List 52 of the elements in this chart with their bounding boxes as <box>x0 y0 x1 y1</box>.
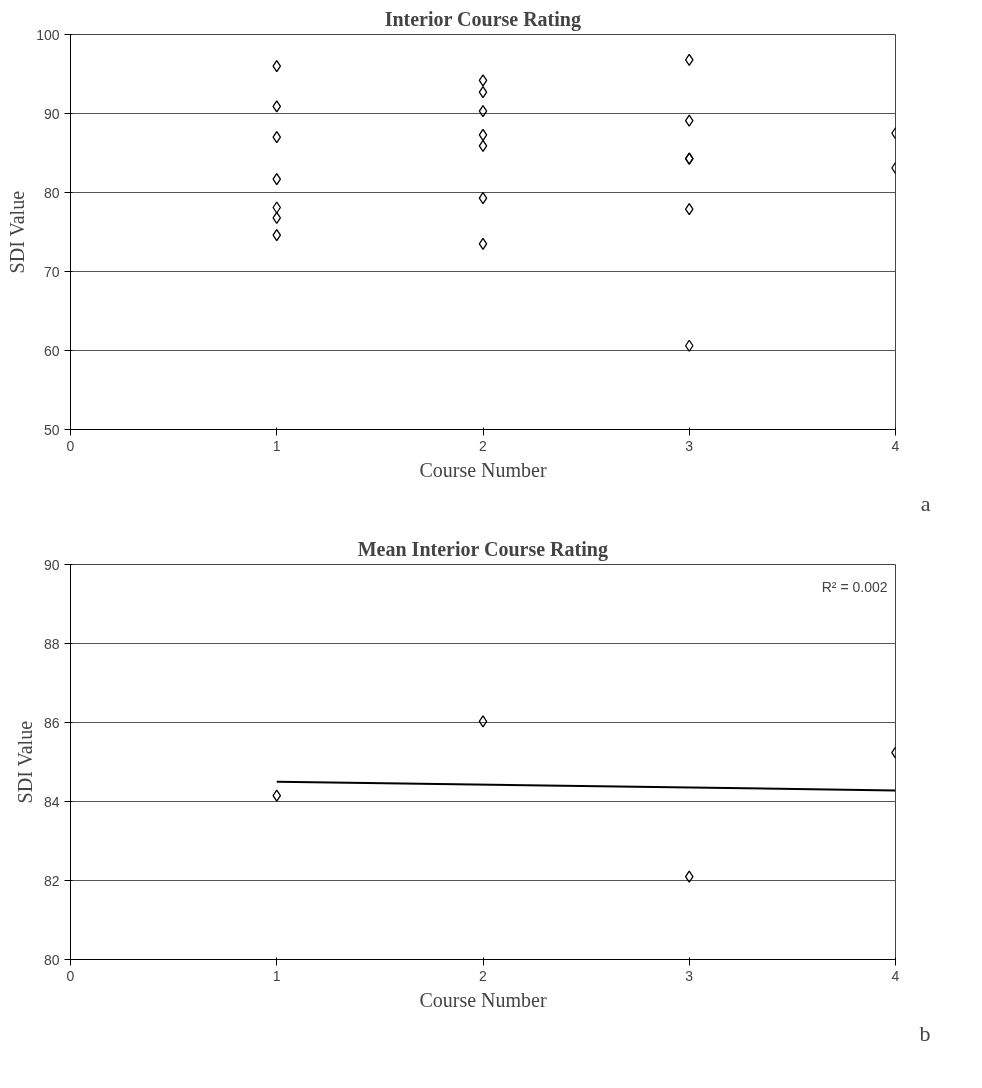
point <box>478 86 488 99</box>
chart-title: Interior Course Rating <box>384 7 581 31</box>
annotation: R² = 0.002 <box>821 578 888 595</box>
point <box>272 201 282 214</box>
point <box>272 172 282 186</box>
point <box>478 139 488 153</box>
y-tick-label: 60 <box>43 342 60 359</box>
x-tick-label: 0 <box>66 967 75 984</box>
point <box>684 53 694 66</box>
point <box>272 131 282 144</box>
y-tick-label: 80 <box>43 184 60 201</box>
y-tick-label: 100 <box>36 26 60 43</box>
x-tick-label: 3 <box>685 967 694 984</box>
point <box>684 202 694 216</box>
y-tick-label: 90 <box>43 556 60 573</box>
x-tick-label: 0 <box>66 437 75 454</box>
text: a <box>920 490 931 516</box>
point <box>478 237 488 250</box>
point <box>684 114 694 127</box>
x-axis-title: Course Number <box>419 988 547 1011</box>
point <box>272 100 282 113</box>
x-axis-title: Course Number <box>419 458 547 481</box>
y-tick-label: 70 <box>43 263 60 280</box>
point <box>478 715 488 728</box>
point <box>478 128 488 141</box>
x-tick-label: 4 <box>891 967 900 984</box>
x-tick-label: 1 <box>272 967 281 984</box>
point <box>272 229 282 242</box>
point <box>684 339 694 352</box>
y-tick-label: 90 <box>43 105 60 122</box>
y-axis-title: SDI Value <box>13 720 36 804</box>
x-tick-label: 2 <box>479 437 488 454</box>
point <box>478 74 488 87</box>
point <box>272 59 282 73</box>
chart-title: Mean Interior Course Rating <box>357 537 608 561</box>
x-tick-label: 4 <box>891 437 900 454</box>
y-tick-label: 80 <box>43 951 60 968</box>
point <box>272 211 282 224</box>
point <box>684 870 694 883</box>
y-tick-label: 82 <box>43 872 60 889</box>
y-axis-title: SDI Value <box>6 190 29 274</box>
text: b <box>919 1020 931 1046</box>
y-tick-label: 50 <box>43 421 60 438</box>
x-tick-label: 3 <box>685 437 694 454</box>
point <box>478 104 488 118</box>
y-tick-label: 84 <box>43 793 60 810</box>
y-tick-label: 86 <box>43 714 60 731</box>
x-tick-label: 1 <box>272 437 281 454</box>
point <box>272 789 282 802</box>
x-tick-label: 2 <box>479 967 488 984</box>
point <box>478 191 488 205</box>
y-tick-label: 88 <box>43 635 60 652</box>
